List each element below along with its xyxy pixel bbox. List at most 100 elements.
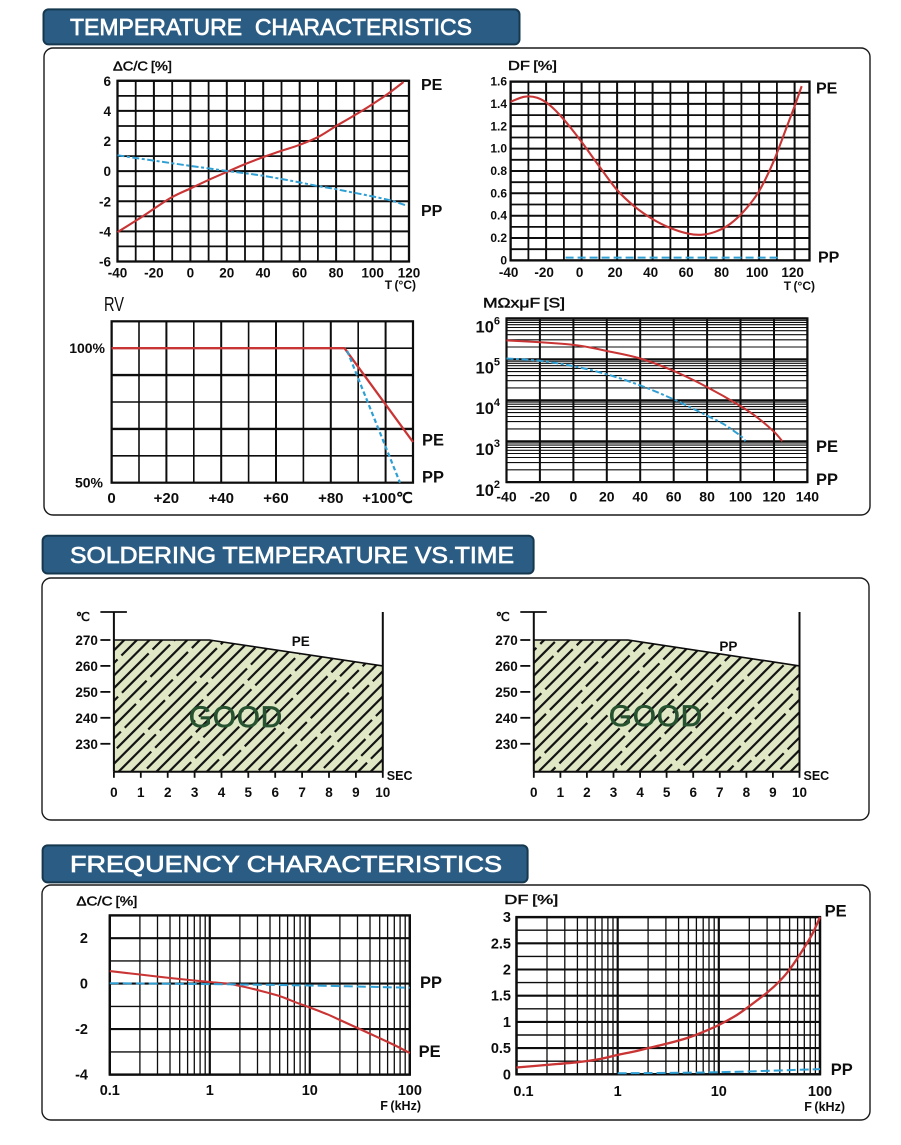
svg-text:PE: PE — [816, 438, 838, 456]
svg-text:2: 2 — [503, 963, 511, 979]
svg-text:2.5: 2.5 — [491, 936, 511, 952]
svg-text:F (kHz): F (kHz) — [804, 1100, 845, 1114]
svg-text:1: 1 — [137, 785, 145, 800]
svg-text:10: 10 — [375, 785, 390, 800]
svg-text:2: 2 — [164, 785, 172, 800]
svg-text:8: 8 — [743, 785, 751, 800]
svg-text:℃: ℃ — [76, 610, 90, 624]
svg-text:PP: PP — [420, 974, 442, 992]
svg-text:260: 260 — [495, 659, 518, 674]
svg-text:140: 140 — [796, 489, 820, 505]
svg-text:PE: PE — [292, 634, 310, 649]
svg-text:3: 3 — [503, 910, 511, 926]
svg-text:120: 120 — [781, 265, 804, 280]
svg-text:50%: 50% — [75, 475, 104, 491]
svg-text:-40: -40 — [499, 265, 519, 280]
svg-text:PP: PP — [816, 471, 838, 489]
svg-text:RV: RV — [104, 294, 124, 316]
svg-text:PE: PE — [816, 81, 838, 98]
svg-text:230: 230 — [495, 737, 518, 752]
svg-text:8: 8 — [325, 785, 333, 800]
svg-text:100: 100 — [361, 266, 384, 281]
svg-text:TEMPERATURE CHARACTERISTICS: TEMPERATURE CHARACTERISTICS — [70, 14, 472, 40]
svg-text:-40: -40 — [496, 489, 516, 505]
svg-text:0.4: 0.4 — [490, 209, 507, 223]
svg-text:2: 2 — [103, 134, 111, 149]
svg-text:+40: +40 — [208, 490, 233, 507]
svg-text:PP: PP — [421, 203, 443, 220]
svg-text:100: 100 — [808, 1084, 832, 1100]
svg-text:80: 80 — [699, 489, 715, 505]
svg-text:MΩxμF [S]: MΩxμF [S] — [483, 296, 565, 311]
svg-text:1: 1 — [206, 1083, 214, 1099]
svg-text:0.1: 0.1 — [513, 1084, 533, 1100]
svg-text:0.6: 0.6 — [490, 186, 507, 200]
svg-text:T (°C): T (°C) — [784, 279, 815, 293]
svg-text:250: 250 — [75, 685, 98, 700]
svg-text:0: 0 — [187, 266, 195, 281]
svg-text:1: 1 — [557, 785, 565, 800]
svg-text:1: 1 — [503, 1015, 511, 1031]
svg-text:3: 3 — [191, 785, 199, 800]
svg-text:60: 60 — [679, 265, 694, 280]
svg-text:-2: -2 — [99, 194, 111, 209]
svg-text:DF [%]: DF [%] — [508, 58, 557, 73]
svg-text:-6: -6 — [99, 255, 111, 270]
svg-text:T (°C): T (°C) — [385, 278, 416, 292]
svg-text:100%: 100% — [69, 340, 105, 356]
svg-text:-40: -40 — [108, 266, 128, 281]
svg-text:80: 80 — [714, 265, 729, 280]
svg-text:-4: -4 — [75, 1068, 88, 1084]
svg-text:2: 2 — [80, 931, 88, 947]
svg-text:0.8: 0.8 — [490, 164, 507, 178]
svg-text:6: 6 — [689, 785, 697, 800]
svg-text:230: 230 — [75, 737, 98, 752]
svg-text:0: 0 — [503, 1067, 511, 1083]
svg-text:FREQUENCY CHARACTERISTICS: FREQUENCY CHARACTERISTICS — [70, 851, 502, 877]
svg-text:10: 10 — [792, 785, 807, 800]
svg-text:0: 0 — [576, 265, 584, 280]
svg-text:3: 3 — [610, 785, 618, 800]
svg-text:PE: PE — [419, 1043, 441, 1061]
svg-text:+20: +20 — [154, 490, 179, 507]
svg-text:10: 10 — [302, 1083, 318, 1099]
svg-text:7: 7 — [298, 785, 306, 800]
svg-text:40: 40 — [643, 265, 658, 280]
svg-text:1.4: 1.4 — [490, 97, 507, 111]
svg-text:1.0: 1.0 — [490, 142, 507, 156]
svg-text:80: 80 — [329, 266, 344, 281]
svg-text:0: 0 — [107, 490, 115, 507]
svg-text:9: 9 — [352, 785, 360, 800]
svg-text:40: 40 — [632, 489, 648, 505]
svg-text:0: 0 — [570, 489, 578, 505]
svg-text:20: 20 — [599, 489, 615, 505]
svg-text:SEC: SEC — [387, 769, 413, 783]
svg-text:0: 0 — [80, 977, 88, 993]
svg-text:20: 20 — [608, 265, 623, 280]
svg-text:PP: PP — [818, 250, 840, 267]
svg-text:PE: PE — [421, 77, 443, 94]
svg-text:100: 100 — [746, 265, 769, 280]
svg-text:1: 1 — [614, 1084, 622, 1100]
svg-text:6: 6 — [103, 74, 111, 89]
svg-text:240: 240 — [495, 711, 518, 726]
svg-text:0: 0 — [110, 785, 118, 800]
svg-text:SEC: SEC — [804, 769, 830, 783]
svg-text:PP: PP — [719, 639, 737, 654]
svg-text:PE: PE — [825, 903, 847, 921]
svg-text:PP: PP — [831, 1061, 853, 1079]
svg-text:-20: -20 — [534, 265, 554, 280]
svg-text:-4: -4 — [99, 224, 111, 239]
svg-text:GOOD: GOOD — [609, 700, 703, 733]
svg-text:GOOD: GOOD — [189, 701, 283, 734]
svg-text:+100℃: +100℃ — [362, 490, 413, 507]
svg-text:260: 260 — [75, 659, 98, 674]
svg-text:20: 20 — [219, 266, 234, 281]
svg-text:120: 120 — [398, 266, 421, 281]
svg-text:40: 40 — [256, 266, 271, 281]
svg-text:PP: PP — [422, 469, 444, 487]
svg-text:4: 4 — [103, 104, 111, 119]
svg-text:ΔC/C [%]: ΔC/C [%] — [76, 895, 137, 909]
svg-text:0.1: 0.1 — [100, 1083, 120, 1099]
svg-text:-20: -20 — [144, 266, 164, 281]
